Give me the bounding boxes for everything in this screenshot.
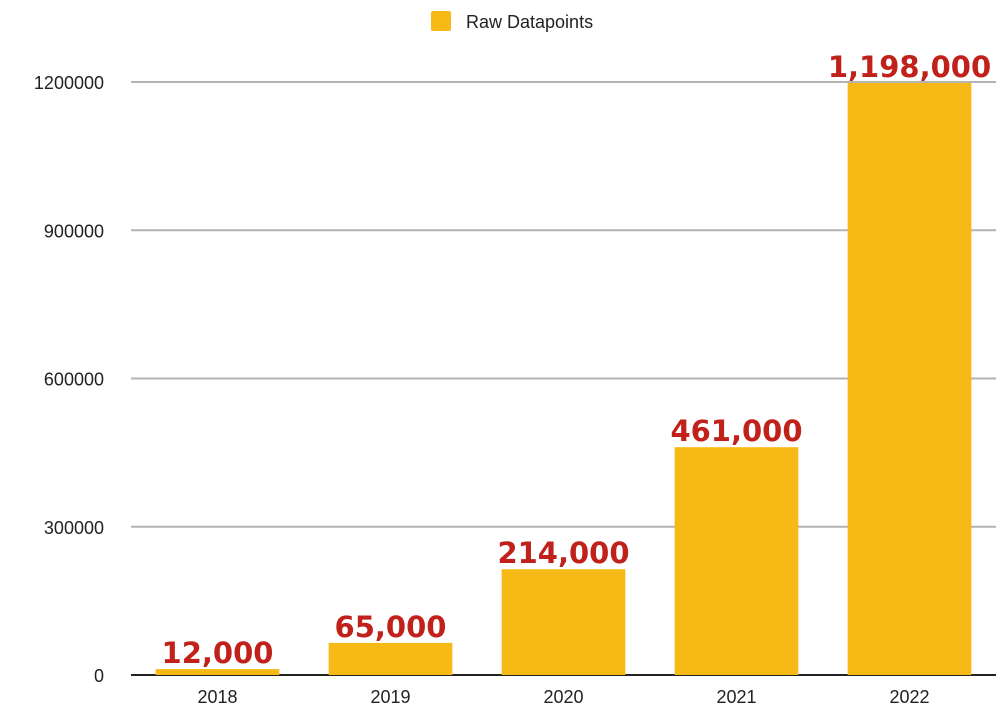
bar-2022 [847,82,972,675]
data-labels: 12,000 65,000 214,000 461,000 1,198,000 [162,50,992,670]
x-tick-label: 2018 [197,687,237,707]
bar-2021 [674,447,799,675]
x-tick-label: 2019 [370,687,410,707]
legend-swatch-raw-datapoints [431,11,451,31]
y-tick-label: 900000 [44,221,104,241]
x-tick-label: 2020 [543,687,583,707]
bar-2019 [328,642,453,675]
bars [155,82,972,675]
data-label-2022: 1,198,000 [828,50,991,84]
x-tick-label: 2021 [716,687,756,707]
bar-2020 [501,569,626,675]
y-tick-label: 600000 [44,370,104,390]
y-tick-label: 0 [94,666,104,686]
legend: Raw Datapoints [431,11,593,32]
bar-2018 [155,669,280,675]
y-tick-label: 300000 [44,518,104,538]
legend-label-raw-datapoints: Raw Datapoints [466,12,593,32]
data-label-2018: 12,000 [162,636,274,670]
x-tick-label: 2022 [889,687,929,707]
data-label-2019: 65,000 [335,610,447,644]
data-label-2020: 214,000 [497,536,629,570]
y-axis-tick-labels: 0 300000 600000 900000 1200000 [34,73,104,686]
data-label-2021: 461,000 [670,414,802,448]
y-tick-label: 1200000 [34,73,104,93]
x-axis-tick-labels: 2018 2019 2020 2021 2022 [197,687,929,707]
